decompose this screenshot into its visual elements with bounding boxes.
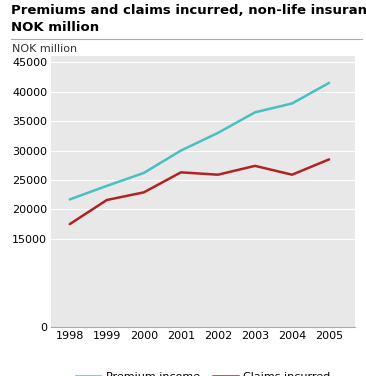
- Line: Claims incurred: Claims incurred: [70, 159, 329, 224]
- Claims incurred: [68, 222, 72, 226]
- Claims incurred: [327, 157, 331, 162]
- Legend: Premium income, Claims incurred: Premium income, Claims incurred: [71, 368, 335, 376]
- Text: NOK million: NOK million: [11, 21, 99, 34]
- Claims incurred: [142, 190, 146, 195]
- Premium income: [179, 148, 183, 153]
- Text: NOK million: NOK million: [12, 44, 77, 54]
- Premium income: [68, 197, 72, 202]
- Premium income: [216, 130, 220, 135]
- Claims incurred: [253, 164, 257, 168]
- Premium income: [327, 80, 331, 85]
- Claims incurred: [216, 173, 220, 177]
- Text: Premiums and claims incurred, non-life insurance industry.: Premiums and claims incurred, non-life i…: [11, 4, 366, 17]
- Premium income: [253, 110, 257, 115]
- Claims incurred: [105, 198, 109, 202]
- Line: Premium income: Premium income: [70, 83, 329, 199]
- Claims incurred: [290, 173, 294, 177]
- Premium income: [142, 171, 146, 175]
- Premium income: [105, 183, 109, 188]
- Premium income: [290, 101, 294, 106]
- Claims incurred: [179, 170, 183, 174]
